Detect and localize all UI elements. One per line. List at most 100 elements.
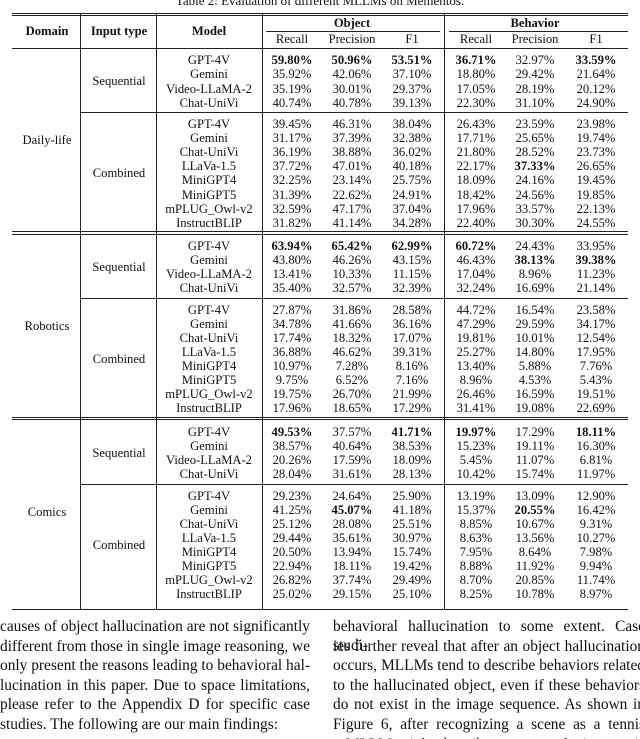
model-name: GPT-4V — [187, 53, 231, 67]
table-cell: 19.75% — [272, 387, 312, 402]
table-cell: 11.74% — [576, 573, 616, 588]
table-cell: 8.64% — [518, 544, 552, 559]
rule — [12, 15, 628, 16]
table-cell: 35.19% — [272, 81, 312, 96]
model-name: MiniGPT5 — [181, 559, 237, 573]
table-cell: 18.11% — [575, 424, 617, 439]
table-cell: 7.76% — [579, 358, 613, 373]
table-cell: 16.42% — [576, 502, 616, 517]
table-cell: 25.27% — [456, 344, 496, 359]
body-text-line: a MLLM might describe a person playing t… — [333, 735, 640, 739]
model-name: GPT-4V — [187, 238, 231, 253]
table-cell: 46.43% — [456, 252, 496, 267]
table-cell: 25.75% — [392, 173, 432, 188]
table-cell: 39.13% — [392, 95, 432, 110]
table-cell: 8.25% — [459, 587, 493, 602]
table-cell: 9.75% — [275, 373, 309, 387]
model-name: MiniGPT5 — [181, 187, 237, 202]
table-cell: 23.98% — [576, 117, 616, 131]
table-cell: 9.94% — [579, 559, 613, 573]
table-cell: 19.51% — [576, 387, 616, 402]
body-text-line: do not exist in the image sequence. As s… — [333, 696, 640, 714]
header-cell: F1 — [405, 32, 419, 46]
table-cell: 19.11% — [515, 438, 555, 453]
table-cell: 26.46% — [456, 387, 496, 402]
table-cell: 17.29% — [515, 424, 555, 439]
table-cell: 38.04% — [392, 117, 432, 131]
table-cell: 24.56% — [515, 187, 555, 202]
table-cell: 30.30% — [515, 215, 555, 230]
table-cell: 23.14% — [332, 173, 372, 188]
table-cell: 62.99% — [391, 238, 433, 253]
model-name: Video-LLaMA-2 — [166, 453, 252, 468]
table-cell: 11.97% — [576, 467, 616, 482]
table-cell: 13.19% — [456, 488, 496, 503]
body-text-line: studies. The following are our main find… — [0, 716, 278, 733]
table-cell: 20.55% — [514, 502, 556, 517]
table-cell: 16.69% — [515, 281, 555, 296]
table-cell: 10.01% — [515, 330, 555, 345]
table-cell: 7.28% — [335, 358, 369, 373]
column-rule — [444, 13, 445, 609]
table-cell: 18.32% — [332, 330, 372, 345]
table-cell: 60.72% — [455, 238, 497, 253]
table-cell: 47.29% — [456, 316, 496, 331]
table-cell: 10.27% — [576, 530, 616, 545]
header-cell: Model — [191, 24, 227, 38]
table-cell: 16.30% — [576, 438, 616, 453]
table-cell: 29.49% — [392, 573, 432, 588]
table-cell: 29.44% — [272, 530, 312, 545]
table-cell: 41.71% — [391, 424, 433, 439]
table-cell: 37.10% — [392, 67, 432, 82]
table-cell: 28.08% — [332, 516, 372, 531]
table-cell: 17.07% — [392, 330, 432, 345]
input-type-label: Combined — [92, 537, 146, 552]
input-type-label: Combined — [92, 166, 146, 181]
body-text-line: causes of object hallucination are not s… — [0, 618, 310, 635]
table-cell: 63.94% — [271, 238, 313, 253]
table-cell: 65.42% — [331, 238, 373, 253]
table-cell: 24.55% — [576, 215, 616, 230]
table-cell: 36.19% — [272, 145, 312, 160]
table-cell: 27.87% — [272, 302, 312, 317]
body-text-line: different from those in single image rea… — [0, 637, 310, 655]
table-cell: 59.80% — [271, 53, 313, 67]
body-text-line: behavioral hallucination to some extent.… — [333, 618, 640, 654]
model-name: LLaVa-1.5 — [181, 159, 237, 174]
table-cell: 21.14% — [576, 281, 616, 296]
table-cell: 13.41% — [272, 267, 312, 282]
table-cell: 38.53% — [392, 438, 432, 453]
table-cell: 31.82% — [272, 215, 312, 230]
table-cell: 10.67% — [515, 516, 555, 531]
table-cell: 19.85% — [576, 187, 616, 202]
table-cell: 44.72% — [456, 302, 496, 317]
model-name: MiniGPT4 — [181, 173, 237, 188]
table-cell: 10.78% — [515, 587, 555, 602]
table-cell: 15.74% — [392, 544, 432, 559]
table-cell: 4.53% — [518, 373, 552, 387]
table-cell: 11.15% — [392, 267, 432, 282]
table-cell: 5.88% — [518, 358, 552, 373]
table-cell: 35.40% — [272, 281, 312, 296]
table-cell: 39.38% — [575, 252, 617, 267]
table-cell: 23.58% — [576, 302, 616, 317]
table-cell: 50.96% — [331, 53, 373, 67]
rule — [80, 112, 628, 113]
table-cell: 21.99% — [392, 387, 432, 402]
table-cell: 34.78% — [272, 316, 312, 331]
model-name: Chat-UniVi — [179, 516, 239, 531]
table-cell: 17.71% — [456, 131, 496, 146]
table-cell: 31.39% — [272, 187, 312, 202]
table-cell: 33.59% — [575, 53, 617, 67]
table-cell: 37.39% — [332, 131, 372, 146]
table-cell: 11.92% — [515, 559, 555, 573]
table-cell: 12.54% — [576, 330, 616, 345]
body-text-line: occurs, MLLMs tend to describe behaviors… — [333, 657, 640, 675]
table-cell: 8.70% — [459, 573, 493, 588]
table-cell: 32.38% — [392, 131, 432, 146]
table-cell: 16.54% — [515, 302, 555, 317]
model-name: MiniGPT4 — [181, 544, 237, 559]
table-cell: 23.59% — [515, 117, 555, 131]
table-cell: 15.74% — [515, 467, 555, 482]
rule — [12, 416, 628, 418]
